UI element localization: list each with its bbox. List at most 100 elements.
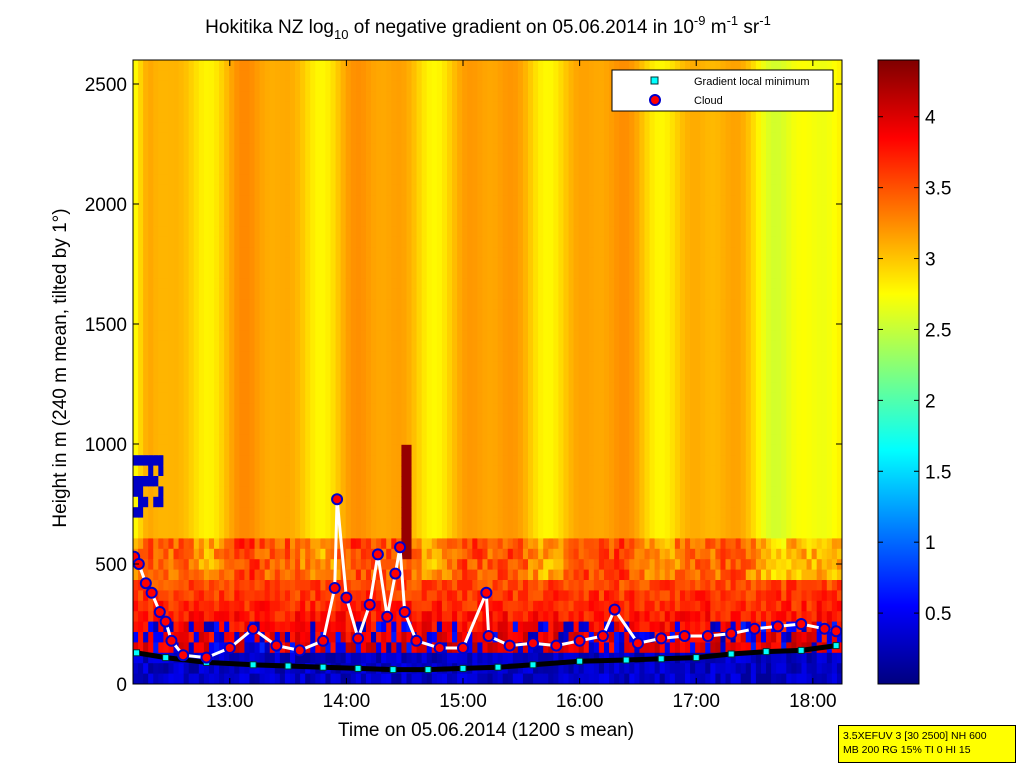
- heatmap-cell: [386, 226, 392, 238]
- heatmap-cell: [198, 361, 205, 373]
- heatmap-cell: [208, 340, 215, 352]
- heatmap-cell: [462, 372, 468, 383]
- heatmap-cell: [289, 465, 296, 477]
- heatmap-cell: [330, 216, 337, 227]
- heatmap-cell: [543, 226, 549, 238]
- heatmap-cell: [512, 299, 519, 311]
- heatmap-cell: [214, 600, 220, 612]
- heatmap-cell: [421, 226, 428, 238]
- heatmap-cell: [244, 132, 251, 144]
- heatmap-cell: [264, 288, 271, 300]
- heatmap-cell: [507, 455, 514, 467]
- heatmap-cell: [436, 621, 443, 633]
- heatmap-cell: [148, 507, 154, 519]
- heatmap-cell: [467, 559, 473, 571]
- heatmap-cell: [168, 548, 175, 560]
- heatmap-cell: [502, 569, 509, 581]
- heatmap-cell: [133, 361, 139, 373]
- heatmap-cell: [538, 642, 544, 654]
- heatmap-cell: [310, 372, 316, 383]
- heatmap-cell: [426, 590, 433, 602]
- heatmap-cell: [528, 455, 534, 467]
- heatmap-cell: [320, 268, 327, 279]
- heatmap-cell: [239, 268, 246, 279]
- heatmap-cell: [219, 611, 225, 623]
- heatmap-cell: [360, 382, 367, 394]
- heatmap-cell: [219, 70, 225, 82]
- heatmap-cell: [295, 309, 301, 321]
- heatmap-cell: [330, 652, 337, 664]
- heatmap-cell: [183, 580, 190, 591]
- heatmap-cell: [401, 424, 408, 435]
- heatmap-cell: [249, 184, 256, 196]
- heatmap-cell: [533, 330, 539, 342]
- heatmap-cell: [512, 257, 519, 269]
- heatmap-cell: [335, 413, 342, 425]
- heatmap-cell: [183, 153, 190, 165]
- heatmap-cell: [512, 590, 519, 602]
- heatmap-cell: [487, 205, 494, 217]
- heatmap-cell: [143, 184, 149, 196]
- heatmap-cell: [421, 476, 428, 487]
- heatmap-cell: [300, 226, 306, 238]
- heatmap-cell: [507, 413, 514, 425]
- heatmap-cell: [148, 174, 154, 186]
- heatmap-cell: [391, 434, 397, 446]
- heatmap-cell: [340, 424, 347, 435]
- heatmap-cell: [421, 195, 428, 207]
- heatmap-cell: [143, 642, 149, 654]
- heatmap-cell: [406, 632, 413, 643]
- heatmap-cell: [295, 528, 301, 539]
- heatmap-cell: [158, 132, 164, 144]
- heatmap-cell: [350, 80, 357, 92]
- heatmap-cell: [203, 153, 210, 165]
- heatmap-cell: [284, 91, 291, 103]
- heatmap-cell: [441, 288, 448, 300]
- heatmap-cell: [168, 153, 175, 165]
- heatmap-cell: [365, 247, 372, 259]
- heatmap-cell: [406, 288, 413, 300]
- heatmap-cell: [396, 611, 402, 623]
- heatmap-cell: [264, 330, 271, 342]
- heatmap-cell: [371, 278, 377, 290]
- heatmap-cell: [446, 528, 453, 539]
- heatmap-cell: [477, 413, 484, 425]
- heatmap-cell: [244, 559, 251, 571]
- heatmap-cell: [178, 403, 185, 415]
- heatmap-cell: [325, 122, 332, 134]
- heatmap-cell: [264, 299, 271, 311]
- heatmap-cell: [279, 652, 286, 664]
- heatmap-cell: [548, 184, 554, 196]
- heatmap-cell: [472, 382, 478, 394]
- heatmap-cell: [239, 455, 246, 467]
- heatmap-cell: [315, 299, 321, 311]
- heatmap-cell: [219, 580, 225, 591]
- heatmap-cell: [289, 413, 296, 425]
- heatmap-cell: [289, 91, 296, 103]
- heatmap-cell: [477, 216, 484, 227]
- heatmap-cell: [406, 507, 413, 519]
- heatmap-cell: [208, 528, 215, 539]
- heatmap-cell: [203, 164, 210, 175]
- heatmap-cell: [446, 361, 453, 373]
- heatmap-cell: [391, 70, 397, 82]
- heatmap-cell: [300, 101, 306, 113]
- heatmap-cell: [183, 465, 190, 477]
- heatmap-cell: [178, 611, 185, 623]
- heatmap-cell: [360, 580, 367, 591]
- heatmap-cell: [411, 465, 418, 477]
- heatmap-cell: [279, 309, 286, 321]
- heatmap-cell: [502, 611, 509, 623]
- heatmap-cell: [457, 528, 463, 539]
- heatmap-cell: [178, 600, 185, 612]
- heatmap-cell: [208, 288, 215, 300]
- heatmap-cell: [305, 496, 311, 508]
- heatmap-cell: [203, 559, 210, 571]
- heatmap-cell: [543, 382, 549, 394]
- heatmap-cell: [350, 372, 357, 383]
- heatmap-cell: [548, 132, 554, 144]
- heatmap-cell: [234, 164, 240, 175]
- heatmap-cell: [497, 143, 504, 155]
- heatmap-cell: [229, 216, 235, 227]
- heatmap-cell: [416, 299, 423, 311]
